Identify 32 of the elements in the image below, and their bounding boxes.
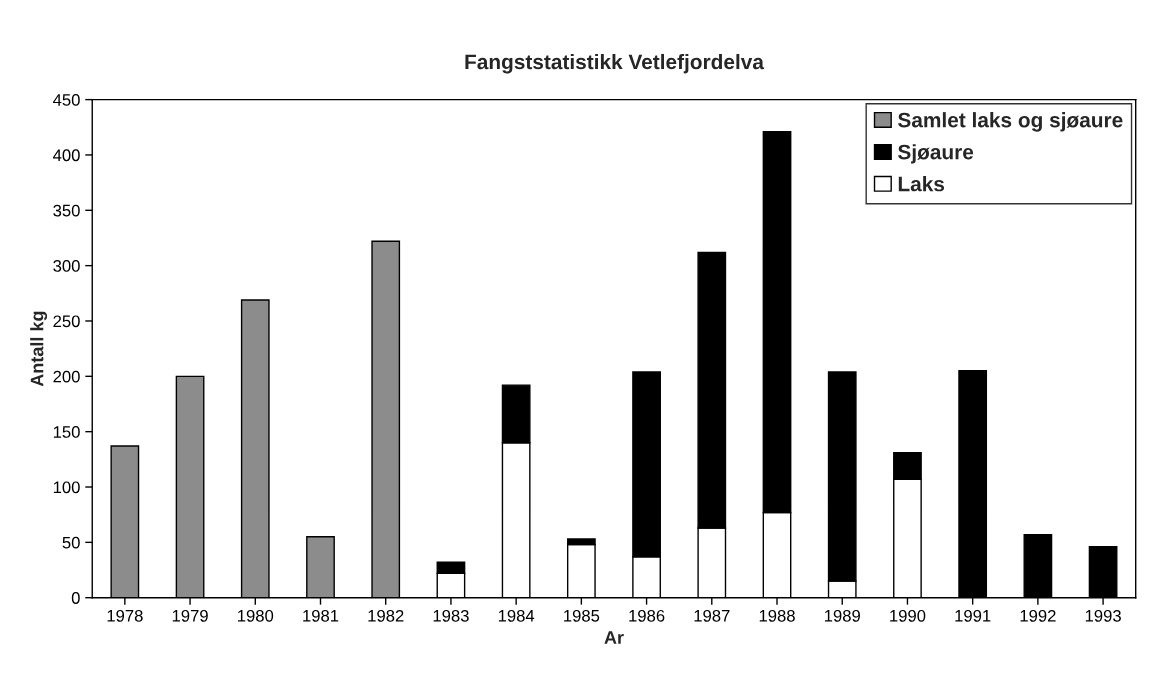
x-tick-label: 1993 <box>1085 609 1121 622</box>
x-tick-label: 1982 <box>368 609 404 622</box>
x-tick-label: 1985 <box>564 609 600 622</box>
chart-title: Fangststatistikk Vetlefjordelva <box>465 53 765 74</box>
y-tick-label: 50 <box>62 536 80 549</box>
x-tick-label: 1986 <box>629 609 665 622</box>
y-tick-label: 200 <box>53 370 80 383</box>
x-tick-label: 1988 <box>759 609 795 622</box>
x-tick-label: 1984 <box>498 609 535 622</box>
x-tick-label: 1981 <box>303 609 339 622</box>
x-tick-label: 1987 <box>694 609 730 622</box>
x-tick-label: 1991 <box>955 609 991 622</box>
y-tick-label: 0 <box>71 592 80 604</box>
y-tick-label: 250 <box>53 315 80 328</box>
y-tick-label: 100 <box>53 481 80 494</box>
y-tick-label: 350 <box>53 204 80 217</box>
x-tick-label: 1989 <box>824 609 860 622</box>
x-tick-label: 1983 <box>433 609 469 622</box>
legend-label: Samlet laks og sjøaure <box>898 112 1123 132</box>
x-tick-label: 1979 <box>172 609 208 622</box>
y-tick-label: 400 <box>53 149 80 162</box>
x-tick-label: 1980 <box>238 609 274 622</box>
legend-label: Sjøaure <box>898 144 974 164</box>
x-tick-label: 1990 <box>890 609 926 622</box>
legend-label: Laks <box>898 176 945 192</box>
y-axis-title: Antall kg <box>30 311 48 387</box>
x-tick-label: 1978 <box>107 609 143 622</box>
y-tick-label: 450 <box>53 94 80 106</box>
x-tick-label: 1992 <box>1020 609 1056 622</box>
x-axis-title: Ar <box>604 631 624 644</box>
y-tick-label: 300 <box>53 260 80 272</box>
y-tick-label: 150 <box>53 426 80 438</box>
